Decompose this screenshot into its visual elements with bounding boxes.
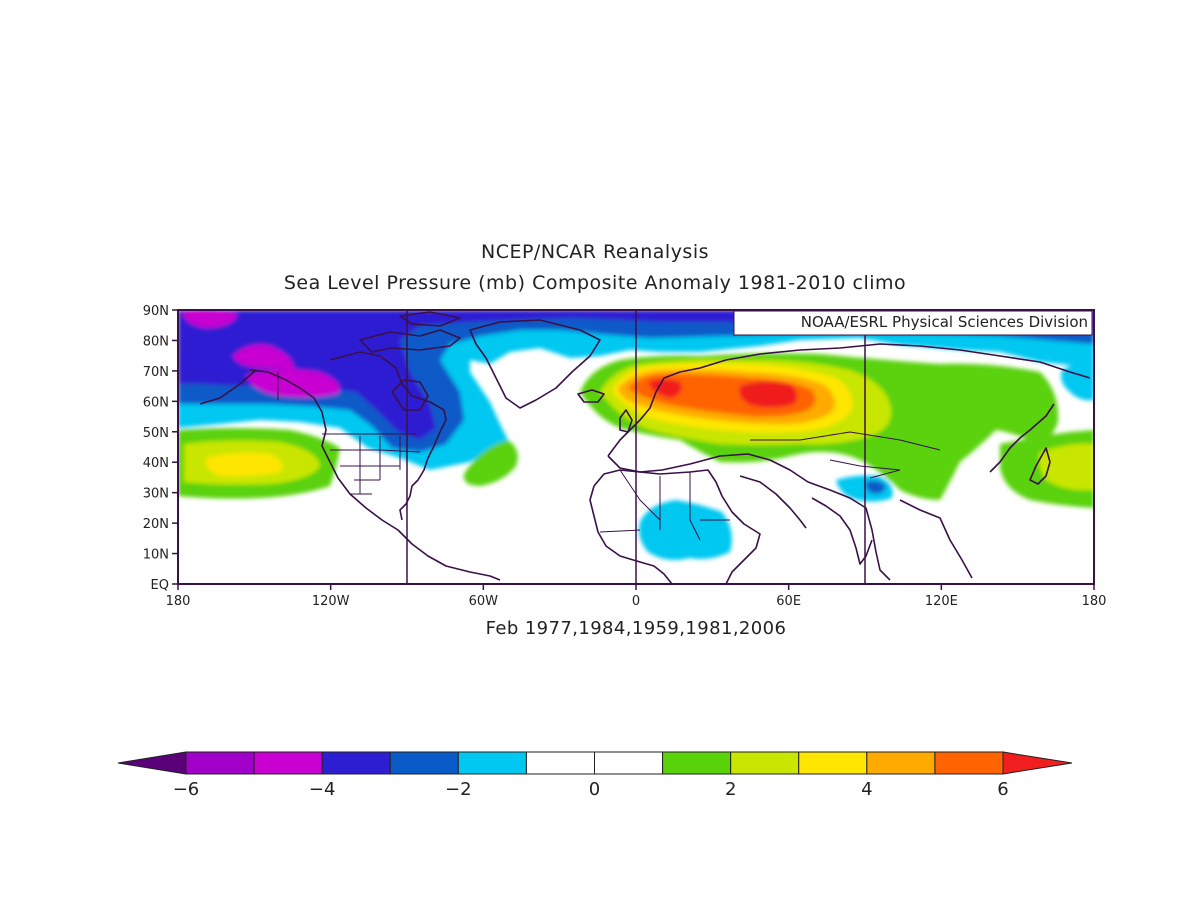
colorbar-label: −6 [173,779,200,800]
lat-tick-label: 70N [143,365,169,380]
colorbar-bin [457,751,527,775]
iceland-coast [577,389,605,403]
colorbar-bin [321,751,391,775]
colorbar-label: 0 [589,779,600,800]
beaufort-magenta-center [232,344,340,398]
credit-text: NOAA/ESRL Physical Sciences Division [801,313,1088,331]
lat-tick-label: 50N [143,426,169,441]
tibet-blue-center [865,480,886,494]
lat-tick-label: 20N [143,517,169,532]
us-canada-borders [322,433,421,495]
lat-tick-label: 10N [143,548,169,563]
lon-tick-label: 180 [1082,594,1107,609]
europe-asia-coast [607,343,1091,581]
russia-red-center [648,379,798,408]
north-america-coast [199,351,501,581]
greenland-coast [469,319,601,409]
lat-tick-label: 90N [143,304,169,319]
asia-borders [750,431,941,479]
coastlines [199,311,1091,584]
africa-coast [589,469,761,584]
colorbar-bin [185,751,255,775]
lon-tick-label: 120E [925,594,958,609]
credit-box [733,310,1093,336]
nw-pacific-yellow-green [1038,443,1094,491]
lat-tick-label: 30N [143,487,169,502]
lat-tick-label: 40N [143,456,169,471]
colorbar-label: −4 [309,779,336,800]
lat-tick-label: EQ [151,578,169,593]
meridian-lines [406,310,866,584]
lon-tick-label: 60E [776,594,801,609]
colorbar-bin [389,751,459,775]
colorbar-bin [798,751,868,775]
lon-tick-label: 0 [632,594,640,609]
chart-title: NCEP/NCAR Reanalysis [480,241,710,263]
sahara-light-blue [639,500,732,560]
arctic-magenta-center [182,310,238,328]
lon-tick-label: 60W [469,594,499,609]
colorbar-bin [525,751,596,775]
lat-tick-label: 80N [143,334,169,349]
british-isles-coast [619,409,633,433]
colorbar-label: 4 [861,779,872,800]
hudson-bay [391,379,429,411]
colorbar-bin [934,751,1004,775]
lon-tick-label: 120W [312,594,350,609]
colorbar-under-triangle [117,751,187,775]
colorbar-bin [662,751,732,775]
colorbar-bin [594,751,664,775]
lon-tick-label: 180 [166,594,191,609]
colorbar-bin [730,751,800,775]
colorbar-over-triangle [1002,751,1073,775]
latitude-axis: EQ 10N 20N 30N 40N 50N 60N 70N 80N 90N [143,304,178,593]
colorbar: −6 −4 −2 0 2 4 6 [117,751,1073,800]
japan-coast [1029,447,1051,485]
atlantic-green-blob [463,440,518,486]
africa-borders [599,469,730,541]
colorbar-label: 2 [725,779,736,800]
composite-dates-caption: Feb 1977,1984,1959,1981,2006 [485,618,787,639]
lat-tick-label: 60N [143,395,169,410]
colorbar-label: −2 [445,779,472,800]
colorbar-label: 6 [997,779,1008,800]
colorbar-bin [866,751,936,775]
chart-subtitle: Sea Level Pressure (mb) Composite Anomal… [283,272,907,294]
ne-pacific-yellow-center [205,452,283,477]
canadian-archipelago [359,311,461,353]
colorbar-bin [253,751,323,775]
longitude-axis: 180 120W 60W 0 60E 120E 180 [166,584,1107,609]
